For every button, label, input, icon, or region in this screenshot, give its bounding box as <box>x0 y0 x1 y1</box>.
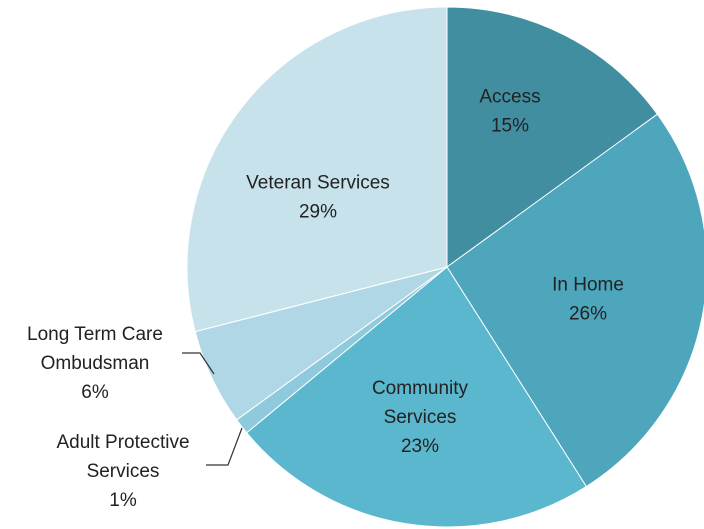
category-label: Access <box>479 87 540 108</box>
category-label: Services <box>87 461 160 482</box>
pie-slices <box>186 6 704 528</box>
slice-access <box>446 6 659 268</box>
label-in-home: In Home 26% <box>552 275 624 325</box>
value-label: 29% <box>299 202 337 223</box>
leader-line-adult-protective-services <box>206 427 243 466</box>
category-label: Ombudsman <box>41 353 150 374</box>
slice-veteran-services <box>186 6 448 333</box>
value-label: 6% <box>81 382 109 403</box>
category-label: Veteran Services <box>246 173 390 194</box>
value-label: 26% <box>569 304 607 325</box>
slice-labels: Access 15% In Home 26% Community Services 23% A… <box>27 87 624 512</box>
category-label: Community <box>372 378 469 399</box>
leader-lines <box>182 352 243 466</box>
label-access: Access 15% <box>479 87 540 137</box>
value-label: 15% <box>491 116 529 137</box>
label-veteran-services: Veteran Services 29% <box>246 173 390 223</box>
leader-line-long-term-care-ombudsman <box>182 352 215 375</box>
slice-in-home <box>446 113 704 488</box>
slice-community-services <box>245 266 588 528</box>
value-label: 1% <box>109 490 137 511</box>
category-label: Adult Protective <box>56 432 189 453</box>
label-adult-protective-services: Adult Protective Services 1% <box>56 432 189 511</box>
category-label: Services <box>384 407 457 428</box>
category-label: Long Term Care <box>27 324 163 345</box>
value-label: 23% <box>401 436 439 457</box>
label-long-term-care-ombudsman: Long Term Care Ombudsman 6% <box>27 324 163 403</box>
label-community-services: Community Services 23% <box>372 378 469 457</box>
category-label: In Home <box>552 275 624 296</box>
